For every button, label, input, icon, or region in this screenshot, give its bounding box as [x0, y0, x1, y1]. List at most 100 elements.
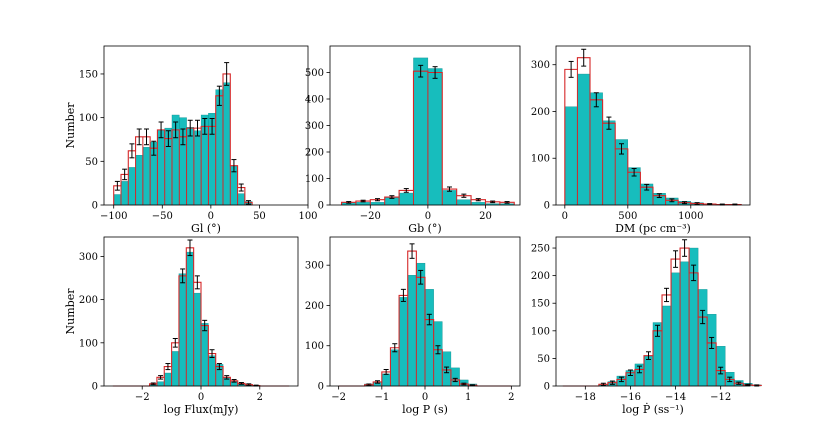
x-tick-label: 2 [257, 392, 263, 403]
error-bars [600, 239, 760, 387]
y-tick-label: 0 [318, 382, 324, 393]
panel-period: −2 −1 0 1 2 0 100 200 300 log P (s) [305, 236, 521, 416]
y-tick-label: 200 [531, 271, 550, 282]
y-tick-label: 100 [305, 341, 324, 352]
y-tick-label: 500 [305, 68, 324, 79]
y-tick-label: 100 [531, 326, 550, 337]
simulated-dividers [156, 275, 253, 386]
observed-bar [128, 167, 136, 206]
observed-bar [706, 314, 717, 387]
y-tick-label: 250 [531, 244, 550, 255]
y-tick-label: 200 [305, 301, 324, 312]
y-tick-label: 0 [92, 382, 98, 393]
observed-bar [178, 273, 187, 387]
error-bars [114, 62, 251, 205]
simulated-dividers [355, 72, 501, 205]
observed-bar [442, 190, 457, 206]
y-tick-label: 0 [318, 201, 324, 212]
error-bars [366, 243, 475, 387]
observed-bar [142, 147, 151, 206]
x-tick-label: 0 [562, 211, 568, 222]
observed-bar [679, 261, 690, 387]
observed-bar [135, 154, 144, 206]
simulated-dividers [607, 259, 753, 386]
observed-bar [193, 130, 202, 206]
observed-bar [381, 373, 391, 387]
y-tick-label: 100 [531, 154, 550, 165]
observed-bar [398, 192, 414, 206]
panel-pdot: −18 −16 −14 −12 0 50 100 150 200 250 log Ṗ (ss⁻¹) [531, 236, 762, 416]
y-axis-label: Number [64, 102, 77, 149]
x-axis-label: Gb (°) [408, 222, 441, 235]
x-tick-label: 0 [422, 392, 428, 403]
observed-bar [164, 372, 172, 387]
y-tick-label: 0 [544, 382, 550, 393]
y-tick-label: 300 [79, 252, 98, 263]
observed-bar [390, 349, 400, 387]
observed-bar [398, 297, 408, 387]
simulated-dividers [120, 95, 246, 205]
y-tick-label: 150 [79, 69, 98, 80]
x-tick-label: −12 [710, 392, 731, 403]
observed-bar [661, 305, 672, 387]
y-tick-label: 100 [79, 113, 98, 124]
axes-frame [555, 236, 751, 387]
panel-dm: 0 500 1000 0 100 200 300 DM (pc cm⁻³) [531, 45, 751, 235]
x-axis-label: log Ṗ (ss⁻¹) [622, 402, 684, 416]
y-tick-label: 0 [92, 201, 98, 212]
x-tick-label: −100 [100, 211, 127, 222]
axes-frame [103, 45, 309, 206]
y-tick-label: 200 [531, 107, 550, 118]
y-tick-label: 100 [305, 174, 324, 185]
y-tick-label: 150 [531, 299, 550, 310]
x-tick-label: 0 [208, 211, 214, 222]
observed-bar [156, 381, 165, 387]
x-tick-label: −2 [331, 392, 346, 403]
observed-bar [456, 199, 472, 206]
observed-bar [450, 367, 460, 387]
x-tick-label: −16 [620, 392, 641, 403]
x-tick-label: −1 [374, 392, 389, 403]
y-tick-label: 300 [531, 60, 550, 71]
error-bars [568, 48, 738, 206]
y-tick-label: 400 [305, 95, 324, 106]
observed-bar [120, 181, 129, 206]
simulated-dividers [576, 69, 730, 205]
observed-bar [424, 289, 434, 387]
x-tick-label: 500 [618, 211, 637, 222]
y-tick-label: 200 [305, 148, 324, 159]
y-tick-label: 300 [305, 121, 324, 132]
y-tick-label: 50 [85, 157, 98, 168]
observed-bar [222, 82, 231, 206]
x-tick-label: 20 [479, 211, 492, 222]
panel-gl: −100 −50 0 50 100 0 50 100 150 Gl (°) Number [64, 45, 318, 235]
observed-bar [427, 68, 443, 206]
x-tick-label: −50 [152, 211, 173, 222]
x-tick-label: 1000 [678, 211, 703, 222]
observed-bar [407, 275, 417, 387]
x-tick-label: −18 [575, 392, 596, 403]
x-tick-label: 100 [298, 211, 317, 222]
x-tick-label: 50 [253, 211, 266, 222]
axes-frame [555, 45, 751, 206]
observed-bar [186, 251, 194, 387]
observed-bar [643, 355, 654, 387]
observed-bar [577, 73, 591, 206]
y-tick-label: 300 [305, 261, 324, 272]
observed-bars [564, 73, 704, 206]
observed-bar [413, 57, 429, 206]
observed-bar [602, 120, 616, 206]
observed-bar [715, 346, 726, 387]
observed-bar [564, 106, 578, 206]
x-axis-label: log Flux(mJy) [164, 403, 239, 416]
observed-bar [171, 351, 180, 387]
panel-flux: −2 0 2 0 100 200 300 log Flux(mJy) Number [64, 236, 299, 416]
observed-bar [215, 89, 224, 206]
observed-bar [697, 289, 708, 387]
x-tick-label: 0 [425, 211, 431, 222]
simulated-step-line [340, 70, 515, 205]
x-axis-label: DM (pc cm⁻³) [615, 222, 691, 235]
y-tick-label: 50 [537, 354, 550, 365]
observed-bar [193, 292, 202, 387]
